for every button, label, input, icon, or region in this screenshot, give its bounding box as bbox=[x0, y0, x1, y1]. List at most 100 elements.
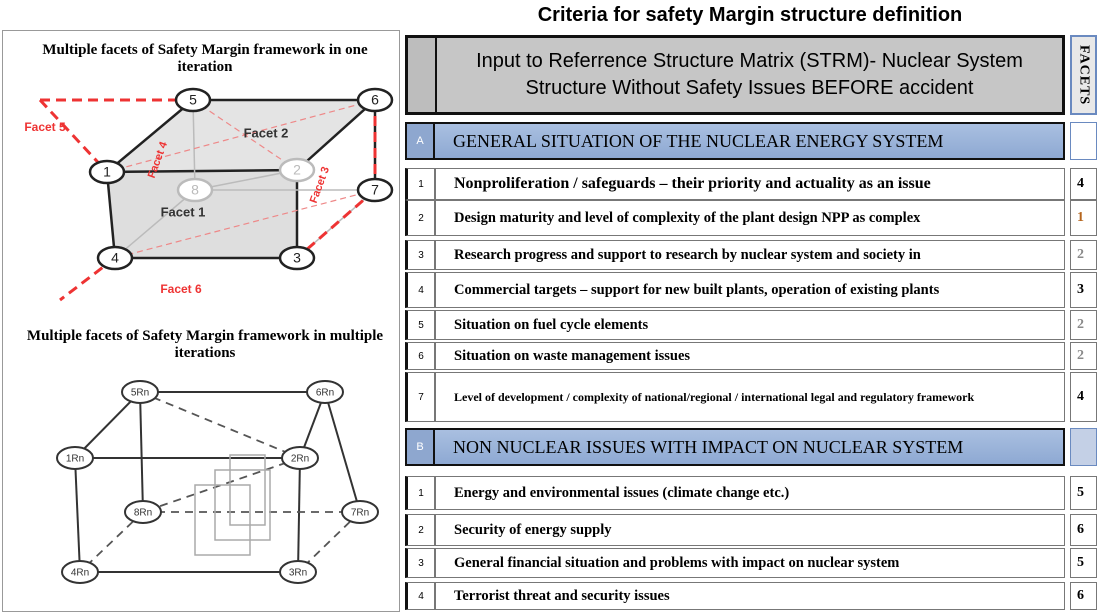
row-number: 3 bbox=[405, 240, 435, 270]
row-text: Security of energy supply bbox=[435, 514, 1065, 546]
row-number: 2 bbox=[405, 200, 435, 236]
section-title: GENERAL SITUATION OF THE NUCLEAR ENERGY … bbox=[435, 122, 1065, 160]
facet-label: Facet 6 bbox=[160, 282, 202, 296]
row-text: Situation on waste management issues bbox=[435, 342, 1065, 370]
row-facet: 4 bbox=[1070, 372, 1097, 422]
facet-label: Facet 2 bbox=[244, 125, 289, 140]
facet-2-shade bbox=[107, 100, 375, 172]
row-facet: 5 bbox=[1070, 548, 1097, 578]
node bbox=[56, 446, 94, 470]
left-panel bbox=[2, 30, 400, 612]
edge bbox=[74, 457, 81, 573]
row-text: Situation on fuel cycle elements bbox=[435, 310, 1065, 340]
node-label: 3 bbox=[293, 250, 301, 266]
header-letter-cell bbox=[405, 35, 437, 115]
node-label: 1 bbox=[103, 164, 111, 180]
node bbox=[278, 157, 316, 183]
row-number: 1 bbox=[405, 168, 435, 200]
row-facet: 5 bbox=[1070, 476, 1097, 510]
node-label: 7 bbox=[371, 182, 379, 198]
node bbox=[341, 500, 379, 524]
row-text: Level of development / complexity of nat… bbox=[435, 372, 1065, 422]
row-text: Design maturity and level of complexity … bbox=[435, 200, 1065, 236]
node bbox=[96, 245, 134, 271]
edge bbox=[139, 391, 301, 459]
edge bbox=[59, 256, 116, 302]
node-label: 2 bbox=[293, 162, 301, 178]
node-label: 6Rn bbox=[316, 388, 334, 399]
row-text: Nonproliferation / safeguards – their pr… bbox=[435, 168, 1065, 200]
node-label: 7Rn bbox=[351, 508, 369, 519]
row-facet: 4 bbox=[1070, 168, 1097, 200]
row-number: 4 bbox=[405, 582, 435, 610]
inner-cube bbox=[214, 469, 271, 541]
row-facet: 3 bbox=[1070, 272, 1097, 308]
row-facet: 1 bbox=[1070, 200, 1097, 236]
edge bbox=[106, 168, 298, 174]
edge bbox=[105, 171, 117, 259]
node-label: 4 bbox=[111, 250, 119, 266]
row-text: Commercial targets – support for new bui… bbox=[435, 272, 1065, 308]
row-number: 2 bbox=[405, 514, 435, 546]
row-text: Energy and environmental issues (climate… bbox=[435, 476, 1065, 510]
node-label: 1Rn bbox=[66, 454, 84, 465]
row-facet: 6 bbox=[1070, 582, 1097, 610]
facet-label: Facet 5 bbox=[24, 120, 66, 134]
caption-bottom: Multiple facets of Safety Margin framewo… bbox=[26, 328, 384, 361]
node bbox=[174, 87, 212, 113]
edge bbox=[114, 189, 196, 259]
row-text: General financial situation and problems… bbox=[435, 548, 1065, 578]
facet-1-shade bbox=[107, 170, 297, 258]
edge bbox=[192, 99, 196, 191]
header-cell: Input to Referrence Structure Matrix (ST… bbox=[437, 35, 1065, 115]
row-number: 3 bbox=[405, 548, 435, 578]
node bbox=[356, 177, 394, 203]
row-number: 6 bbox=[405, 342, 435, 370]
node-label: 3Rn bbox=[289, 568, 307, 579]
inner-cube bbox=[229, 454, 266, 526]
section-facet bbox=[1070, 428, 1097, 466]
caption-top: Multiple facets of Safety Margin framewo… bbox=[42, 42, 368, 75]
node-label: 6 bbox=[371, 92, 379, 108]
edge bbox=[139, 391, 144, 513]
edge bbox=[296, 99, 376, 171]
node-label: 5Rn bbox=[131, 388, 149, 399]
node bbox=[356, 87, 394, 113]
node bbox=[281, 446, 319, 470]
edge bbox=[106, 99, 376, 173]
row-facet: 2 bbox=[1070, 240, 1097, 270]
section-letter: B bbox=[405, 428, 435, 466]
node bbox=[121, 380, 159, 404]
row-text: Research progress and support to researc… bbox=[435, 240, 1065, 270]
edge bbox=[74, 391, 141, 459]
row-number: 4 bbox=[405, 272, 435, 308]
node-label: 8 bbox=[191, 182, 199, 198]
row-facet: 2 bbox=[1070, 310, 1097, 340]
edge bbox=[296, 188, 376, 260]
edge bbox=[106, 99, 194, 173]
node-label: 4Rn bbox=[71, 568, 89, 579]
facet-label: Facet 1 bbox=[161, 204, 206, 219]
inner-cube bbox=[194, 484, 251, 556]
node bbox=[124, 500, 162, 524]
section-facet bbox=[1070, 122, 1097, 160]
row-number: 1 bbox=[405, 476, 435, 510]
edge bbox=[38, 98, 109, 174]
node-label: 2Rn bbox=[291, 454, 309, 465]
section-letter: A bbox=[405, 122, 435, 160]
node bbox=[176, 177, 214, 203]
edge bbox=[324, 391, 361, 513]
row-facet: 2 bbox=[1070, 342, 1097, 370]
title: Criteria for safety Margin structure def… bbox=[537, 4, 963, 26]
node bbox=[88, 159, 126, 185]
row-facet: 6 bbox=[1070, 514, 1097, 546]
row-number: 5 bbox=[405, 310, 435, 340]
section-title: NON NUCLEAR ISSUES WITH IMPACT ON NUCLEA… bbox=[435, 428, 1065, 466]
node bbox=[278, 245, 316, 271]
node-label: 5 bbox=[189, 92, 197, 108]
facets-header: FACETS bbox=[1070, 35, 1097, 115]
node bbox=[279, 560, 317, 584]
